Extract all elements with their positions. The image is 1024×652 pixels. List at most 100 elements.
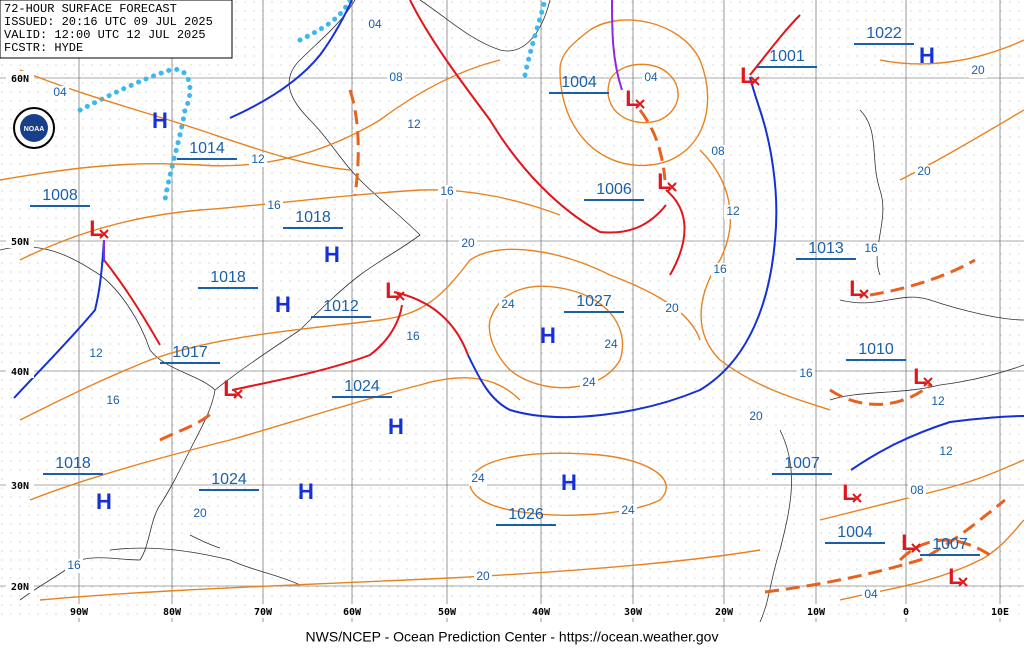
longitude-label: 10E [991, 607, 1009, 618]
low-marker [859, 289, 869, 299]
occluded-front [103, 0, 623, 262]
longitude-label: 50W [438, 607, 457, 618]
lat-label-box [6, 71, 34, 85]
isobar-label: 16 [406, 329, 420, 343]
longitude-label: 60W [343, 607, 362, 618]
isobar [488, 285, 624, 389]
cold-front [467, 76, 778, 419]
pressure-label: 1024 [344, 378, 380, 395]
latitude-label: 60N [11, 74, 29, 85]
pressure-label: 1010 [858, 341, 894, 358]
pressure-label: 1017 [172, 344, 208, 361]
lat-label-box [6, 478, 34, 492]
lon-label-box [710, 604, 738, 618]
sea-ice [77, 0, 548, 203]
low-center: L [223, 376, 236, 401]
isobar-label: 16 [799, 366, 813, 380]
isobar-label: 24 [604, 337, 618, 351]
isobar-label: 04 [53, 85, 67, 99]
isobar-label: 16 [713, 262, 727, 276]
isobar-label-bg [915, 165, 933, 179]
low-marker [99, 229, 109, 239]
isobar-label-bg [619, 504, 637, 518]
header-line: 72-HOUR SURFACE FORECAST [4, 2, 177, 16]
ice-edge [77, 0, 353, 203]
pressure-label: 1027 [576, 293, 612, 310]
isobar-label-bg [249, 153, 267, 167]
isobar [699, 149, 831, 411]
pressure-label: 1008 [42, 187, 78, 204]
isobar-label: 16 [267, 198, 281, 212]
logo-disc [20, 114, 48, 142]
isobar [19, 189, 561, 261]
isobar-label: 20 [917, 164, 931, 178]
high-center: H [275, 292, 291, 317]
isobar-label-bg [499, 298, 517, 312]
low-center: L [657, 169, 670, 194]
isobar [19, 248, 701, 421]
fronts [13, 0, 1024, 471]
isobar-label-bg [87, 347, 105, 361]
pressure-label: 1022 [866, 25, 902, 42]
pressure-label: 1018 [295, 209, 331, 226]
low-marker [635, 99, 645, 109]
labels: 60N 50N 40N 30N 20N 90W 80W 70W 60W 50W 40W 30W 20W 1… [6, 17, 1014, 618]
isobar-label-bg [65, 559, 83, 573]
logo-text: NOAA [24, 126, 45, 133]
warm-front [231, 304, 403, 391]
isobar-label-bg [387, 71, 405, 85]
pressure-label: 1026 [508, 506, 544, 523]
high-center: H [152, 108, 168, 133]
lon-label-box [619, 604, 647, 618]
isobar-label-bg [469, 472, 487, 486]
latitude-label: 30N [11, 481, 29, 492]
isobar-label: 12 [726, 204, 740, 218]
trough [764, 498, 1006, 594]
isobar-label-bg [969, 64, 987, 78]
isobar-label-bg [929, 395, 947, 409]
isobar-label: 16 [440, 184, 454, 198]
low-center: L [385, 278, 398, 303]
isobar-label-bg [265, 199, 283, 213]
isobar-label-bg [438, 185, 456, 199]
latitude-label: 40N [11, 367, 29, 378]
cold-front [229, 0, 353, 119]
longitude-label: 80W [163, 607, 182, 618]
lon-label-box [802, 604, 830, 618]
low-center: L [901, 530, 914, 555]
low-marker [911, 543, 921, 553]
isobar [559, 19, 709, 167]
pressure-label: 1012 [323, 298, 359, 315]
noaa-logo: NOAA [13, 107, 55, 149]
low-marker [233, 389, 243, 399]
pressure-label: 1018 [210, 269, 246, 286]
lat-label-box [6, 364, 34, 378]
isobar-label: 24 [471, 471, 485, 485]
low-marker [395, 291, 405, 301]
isobar-label: 08 [711, 144, 725, 158]
low-center: L [740, 63, 753, 88]
header-line: ISSUED: 20:16 UTC 09 JUL 2025 [4, 15, 213, 29]
pressure-label: 1006 [596, 181, 632, 198]
isobar-label-bg [724, 205, 742, 219]
isobar [469, 452, 667, 516]
isobar-label-bg [937, 445, 955, 459]
isobar [19, 69, 351, 171]
lon-label-box [433, 604, 461, 618]
isobar-label-bg [711, 263, 729, 277]
trough [638, 109, 667, 181]
warm-front [103, 259, 161, 346]
trough [348, 89, 360, 196]
longitude-label: 10W [807, 607, 826, 618]
high-center: H [561, 470, 577, 495]
isobar-label-bg [862, 588, 880, 602]
isobar-label: 24 [621, 503, 635, 517]
pressure-label: 1001 [769, 48, 805, 65]
isobar-label: 20 [193, 506, 207, 520]
isobar [0, 59, 501, 181]
isobar-label-bg [104, 394, 122, 408]
isobar-label: 16 [864, 241, 878, 255]
lon-label-box [65, 604, 93, 618]
